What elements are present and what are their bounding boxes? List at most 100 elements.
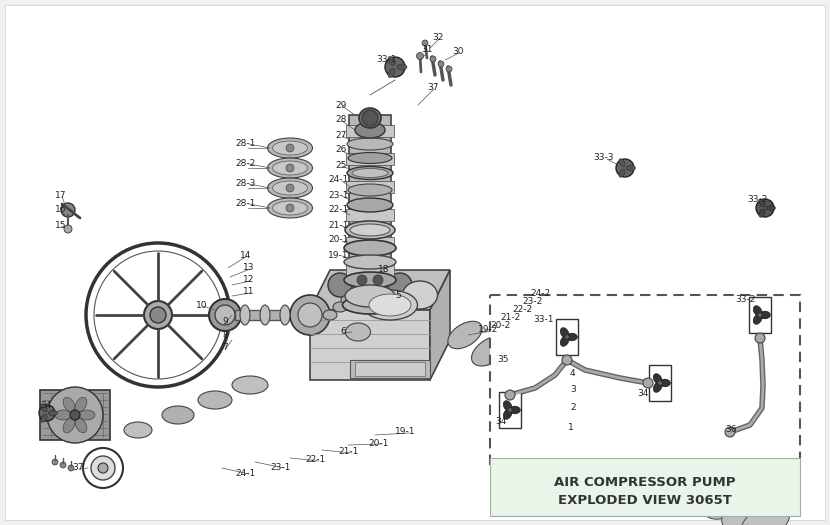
Ellipse shape xyxy=(388,56,395,66)
Text: 11: 11 xyxy=(243,288,255,297)
Bar xyxy=(490,458,800,516)
Text: 33-3: 33-3 xyxy=(593,153,613,163)
Bar xyxy=(355,362,425,376)
Text: 27: 27 xyxy=(335,131,346,140)
Ellipse shape xyxy=(759,198,765,207)
Text: 34: 34 xyxy=(40,401,51,410)
Ellipse shape xyxy=(740,502,790,525)
Ellipse shape xyxy=(766,205,775,211)
Ellipse shape xyxy=(510,406,520,414)
Ellipse shape xyxy=(471,336,510,366)
Circle shape xyxy=(286,144,294,152)
Ellipse shape xyxy=(353,288,367,298)
Circle shape xyxy=(582,424,590,432)
Ellipse shape xyxy=(359,108,381,128)
Circle shape xyxy=(61,203,75,217)
Bar xyxy=(349,115,391,270)
Text: 37: 37 xyxy=(427,83,438,92)
Text: 21-1: 21-1 xyxy=(328,220,349,229)
Text: 28-2: 28-2 xyxy=(235,159,256,167)
Text: 6: 6 xyxy=(340,328,346,337)
Circle shape xyxy=(505,390,515,400)
Ellipse shape xyxy=(628,433,678,472)
Circle shape xyxy=(560,413,570,423)
Text: 22-2: 22-2 xyxy=(512,306,532,314)
Ellipse shape xyxy=(232,376,268,394)
Ellipse shape xyxy=(240,305,250,325)
Circle shape xyxy=(328,273,352,297)
Bar xyxy=(346,237,394,249)
Circle shape xyxy=(286,204,294,212)
Ellipse shape xyxy=(267,178,313,198)
Text: 31: 31 xyxy=(421,46,432,55)
Text: 22-1: 22-1 xyxy=(305,456,325,465)
Bar xyxy=(346,265,394,277)
Text: 9: 9 xyxy=(222,318,227,327)
Text: 23-2: 23-2 xyxy=(522,298,542,307)
Text: 1: 1 xyxy=(568,424,574,433)
Circle shape xyxy=(508,408,512,412)
Text: 34: 34 xyxy=(495,417,506,426)
Ellipse shape xyxy=(754,314,762,324)
Ellipse shape xyxy=(503,401,512,411)
Text: 34: 34 xyxy=(637,390,648,398)
Ellipse shape xyxy=(754,306,762,316)
Ellipse shape xyxy=(75,397,87,412)
Ellipse shape xyxy=(498,352,538,384)
Text: 33-1: 33-1 xyxy=(533,316,554,324)
Ellipse shape xyxy=(344,255,396,269)
Text: 36: 36 xyxy=(725,425,736,435)
Bar xyxy=(649,365,671,401)
Text: 20-1: 20-1 xyxy=(368,438,388,447)
Bar xyxy=(346,181,394,193)
Text: 35: 35 xyxy=(497,355,509,364)
Ellipse shape xyxy=(550,384,597,422)
Circle shape xyxy=(422,40,428,46)
Ellipse shape xyxy=(653,374,662,384)
Ellipse shape xyxy=(647,444,696,484)
Bar xyxy=(40,390,110,440)
Text: 5: 5 xyxy=(395,290,401,299)
Ellipse shape xyxy=(580,403,625,438)
Ellipse shape xyxy=(267,158,313,178)
Circle shape xyxy=(70,410,80,420)
Bar xyxy=(749,297,771,333)
Ellipse shape xyxy=(345,285,395,307)
Circle shape xyxy=(94,251,222,379)
Ellipse shape xyxy=(566,333,578,341)
Text: 12: 12 xyxy=(243,276,254,285)
Circle shape xyxy=(68,465,74,471)
Text: 3: 3 xyxy=(570,385,576,394)
Ellipse shape xyxy=(79,410,95,420)
Circle shape xyxy=(298,303,322,327)
Ellipse shape xyxy=(345,221,395,239)
Text: 33-2: 33-2 xyxy=(747,195,768,205)
Circle shape xyxy=(362,110,378,126)
Text: 19-1: 19-1 xyxy=(395,427,416,436)
Text: 29: 29 xyxy=(335,100,346,110)
Ellipse shape xyxy=(448,321,482,349)
Ellipse shape xyxy=(41,404,47,412)
Ellipse shape xyxy=(722,491,771,525)
Ellipse shape xyxy=(280,305,290,325)
Circle shape xyxy=(286,184,294,192)
Bar xyxy=(556,319,578,354)
Ellipse shape xyxy=(272,201,307,215)
Ellipse shape xyxy=(627,165,636,171)
Ellipse shape xyxy=(388,68,395,78)
Ellipse shape xyxy=(703,479,753,519)
Ellipse shape xyxy=(344,240,396,256)
Text: EXPLODED VIEW 3065T: EXPLODED VIEW 3065T xyxy=(558,494,732,507)
Ellipse shape xyxy=(403,281,437,309)
Text: 2: 2 xyxy=(570,403,576,412)
Circle shape xyxy=(576,376,584,384)
Ellipse shape xyxy=(162,406,194,424)
Circle shape xyxy=(755,333,765,343)
Ellipse shape xyxy=(347,166,393,180)
Circle shape xyxy=(98,463,108,473)
Ellipse shape xyxy=(267,138,313,158)
Circle shape xyxy=(446,66,452,72)
Circle shape xyxy=(643,378,653,388)
Circle shape xyxy=(564,335,569,339)
Bar xyxy=(346,209,394,221)
